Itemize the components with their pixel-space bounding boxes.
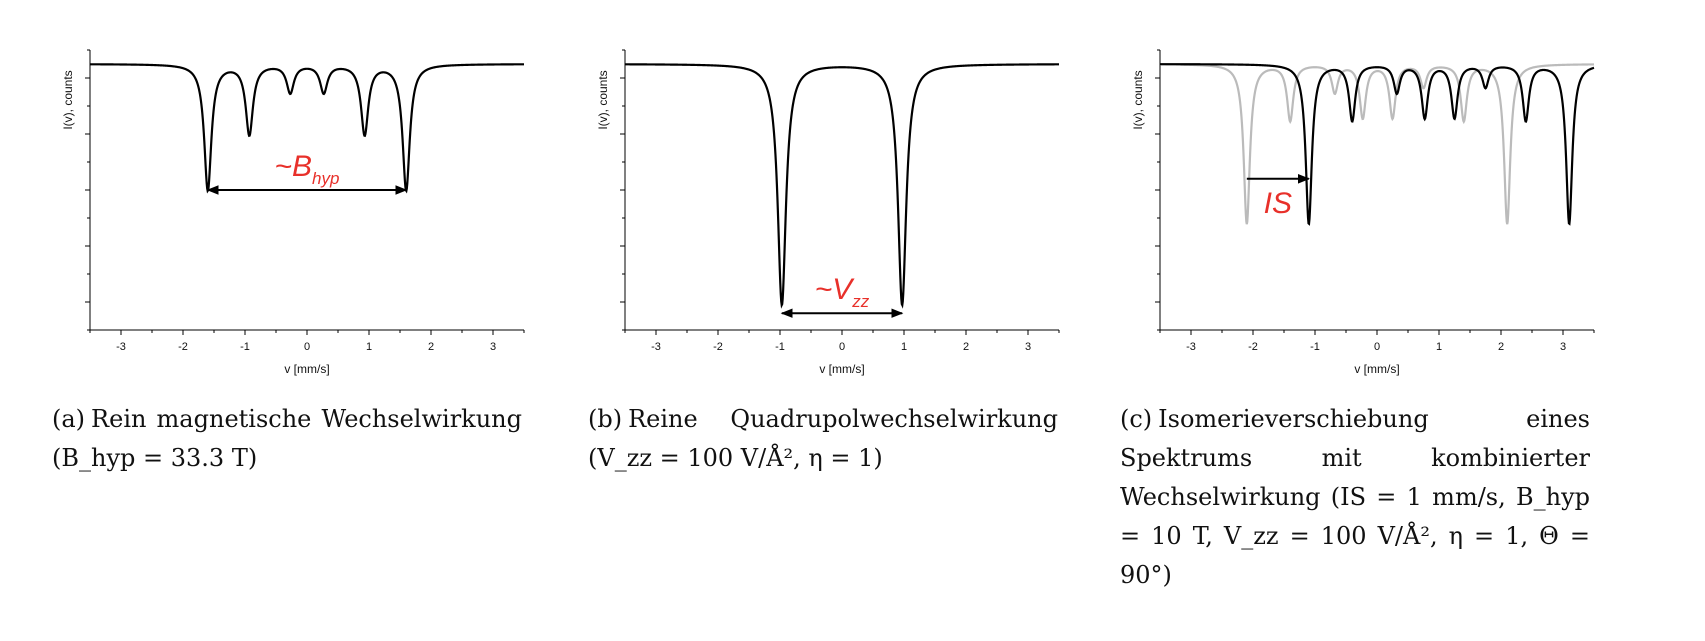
- chart-panel-c: -3 -2 -1 0 1 2 3 v [mm/s] I(v), counts IS: [1131, 49, 1595, 376]
- x-tick-label: -2: [1248, 341, 1258, 353]
- x-tick-label: -2: [713, 341, 723, 353]
- annotation-label-c: IS: [1264, 187, 1292, 220]
- caption-b: (b) Reine Quadrupolwechselwirkung (V_zz =…: [588, 400, 1058, 478]
- spectrum-line-a-0: [90, 63, 524, 194]
- x-tick-label: 0: [304, 341, 310, 353]
- x-tick-label: 2: [428, 341, 434, 353]
- annotation-label-b: ~Vzz: [815, 273, 870, 311]
- x-tick-label: 1: [901, 341, 907, 353]
- x-tick-label: 2: [963, 341, 969, 353]
- y-axis-title-b: I(v), counts: [596, 70, 610, 129]
- caption-a-tag: (a): [52, 405, 86, 433]
- x-tick-label: -3: [1186, 341, 1196, 353]
- caption-a-text: Rein magnetische Wechselwirkung (B_hyp =…: [52, 405, 522, 472]
- x-tick-label: -3: [651, 341, 661, 353]
- caption-a: (a) Rein magnetische Wechselwirkung (B_hy…: [52, 400, 522, 478]
- y-axis-title-c: I(v), counts: [1131, 70, 1145, 129]
- x-tick-label: 0: [839, 341, 845, 353]
- x-tick-label: -2: [178, 341, 188, 353]
- spectrum-line-c-0: [1159, 63, 1595, 225]
- x-tick-label: -1: [775, 341, 785, 353]
- x-tick-label: 1: [1436, 341, 1442, 353]
- x-tick-label: 3: [1025, 341, 1031, 353]
- x-tick-label: -1: [1310, 341, 1320, 353]
- x-axis-title-a: v [mm/s]: [284, 362, 329, 376]
- x-tick-label: 3: [1560, 341, 1566, 353]
- spectrum-line-c-1: [1160, 63, 1595, 226]
- chart-panel-b: -3 -2 -1 0 1 2 3 v [mm/s] I(v), counts ~Vzz: [596, 49, 1060, 376]
- caption-c-text: Isomerieverschiebung eines Spektrums mit…: [1120, 405, 1590, 589]
- chart-panel-a: -3 -2 -1 0 1 2 3 v [mm/s] I(v), counts ~Bhyp: [61, 49, 525, 376]
- x-tick-label: -1: [240, 341, 250, 353]
- x-tick-label: 2: [1498, 341, 1504, 353]
- x-axis-title-c: v [mm/s]: [1354, 362, 1399, 376]
- caption-c-tag: (c): [1120, 405, 1153, 433]
- x-tick-label: 0: [1374, 341, 1380, 353]
- caption-c: (c) Isomerieverschiebung eines Spektrums …: [1120, 400, 1590, 595]
- x-axis-title-b: v [mm/s]: [819, 362, 864, 376]
- y-axis-title-a: I(v), counts: [61, 70, 75, 129]
- caption-b-tag: (b): [588, 405, 623, 433]
- x-tick-label: 1: [366, 341, 372, 353]
- annotation-label-a: ~Bhyp: [275, 150, 340, 188]
- x-tick-label: -3: [116, 341, 126, 353]
- x-tick-label: 3: [490, 341, 496, 353]
- spectrum-line-b-0: [625, 63, 1059, 309]
- caption-b-text: Reine Quadrupolwechselwirkung (V_zz = 10…: [588, 405, 1058, 472]
